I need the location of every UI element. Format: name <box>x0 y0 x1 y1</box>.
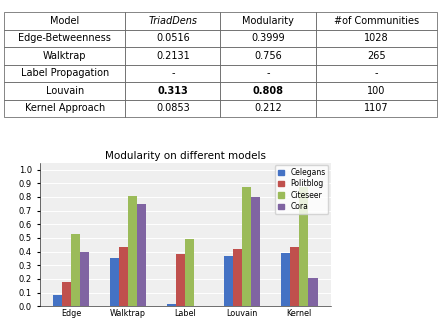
Bar <box>110 258 119 306</box>
Title: Modularity on different models: Modularity on different models <box>105 151 266 160</box>
Bar <box>251 197 261 306</box>
Bar <box>128 196 137 306</box>
Bar <box>233 249 242 306</box>
Bar <box>71 234 80 306</box>
Bar <box>80 252 90 306</box>
Bar <box>224 256 233 306</box>
Bar <box>176 254 185 306</box>
Bar <box>119 248 128 306</box>
Bar <box>53 295 62 306</box>
Bar <box>290 248 299 306</box>
Legend: Celegans, Politblog, Citeseer, Cora: Celegans, Politblog, Citeseer, Cora <box>275 165 329 214</box>
Bar <box>185 239 194 306</box>
Bar <box>167 303 176 306</box>
Bar <box>308 278 318 306</box>
Bar <box>281 253 290 306</box>
Bar <box>137 204 146 306</box>
Bar <box>62 282 71 306</box>
Bar <box>299 187 308 306</box>
Bar <box>242 187 251 306</box>
